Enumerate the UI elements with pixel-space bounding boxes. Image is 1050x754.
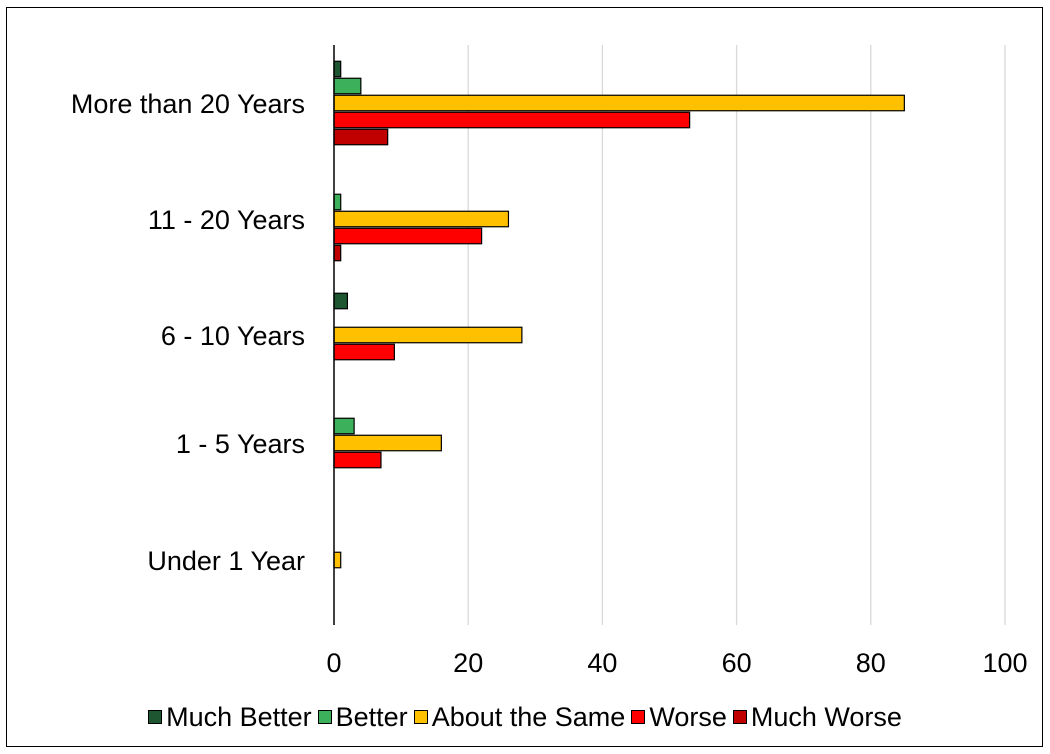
legend-item: Much Better <box>148 702 312 733</box>
bar-better <box>333 417 355 435</box>
x-tick-label: 0 <box>326 648 341 678</box>
gridlines <box>467 45 1006 625</box>
bars <box>333 60 905 569</box>
legend-item: Much Worse <box>732 701 902 733</box>
legend-swatch <box>631 710 646 724</box>
x-tick-label: 40 <box>587 648 617 678</box>
x-tick-label: 60 <box>722 648 752 678</box>
legend-swatch <box>732 710 747 724</box>
category-label: More than 20 Years <box>71 89 305 119</box>
bar-about-the-same <box>333 551 342 569</box>
legend-swatch <box>413 710 428 724</box>
legend-label: Much Better <box>166 701 312 732</box>
bar-about-the-same <box>333 94 905 112</box>
legend-label: Much Worse <box>750 701 902 732</box>
x-tick-label: 100 <box>982 648 1027 678</box>
category-label: Under 1 Year <box>147 546 305 576</box>
bar-much-better <box>333 60 342 78</box>
tick-labels: 0 20 40 60 80 100 More than 20 Years 11 - 20 Ye… <box>71 89 1028 678</box>
bar-much-worse <box>333 244 342 262</box>
bar-worse <box>333 451 382 469</box>
legend-item: About the Same <box>413 701 626 733</box>
bar-much-worse <box>333 128 389 146</box>
category-label: 11 - 20 Years <box>148 205 305 235</box>
bar-much-better <box>333 292 349 310</box>
bar-worse <box>333 111 691 129</box>
legend-swatch <box>317 710 332 724</box>
x-tick-label: 20 <box>453 648 483 678</box>
bar-worse <box>333 343 395 361</box>
bar-better <box>333 193 342 211</box>
category-label: 6 - 10 Years <box>161 321 305 351</box>
legend-item: Worse <box>631 702 727 733</box>
legend-item: Better <box>317 701 408 733</box>
bar-worse <box>333 227 483 245</box>
legend-swatch <box>148 710 163 724</box>
bar-better <box>333 77 362 95</box>
category-label: 1 - 5 Years <box>176 429 305 459</box>
legend-label: Better <box>335 701 408 732</box>
bar-about-the-same <box>333 434 442 452</box>
legend: Much Better Better About the Same Worse Much… <box>0 700 1050 734</box>
bar-about-the-same <box>333 326 523 344</box>
bar-about-the-same <box>333 210 510 228</box>
legend-label: About the Same <box>431 701 626 732</box>
legend-label: Worse <box>649 701 727 732</box>
x-tick-label: 80 <box>856 648 886 678</box>
